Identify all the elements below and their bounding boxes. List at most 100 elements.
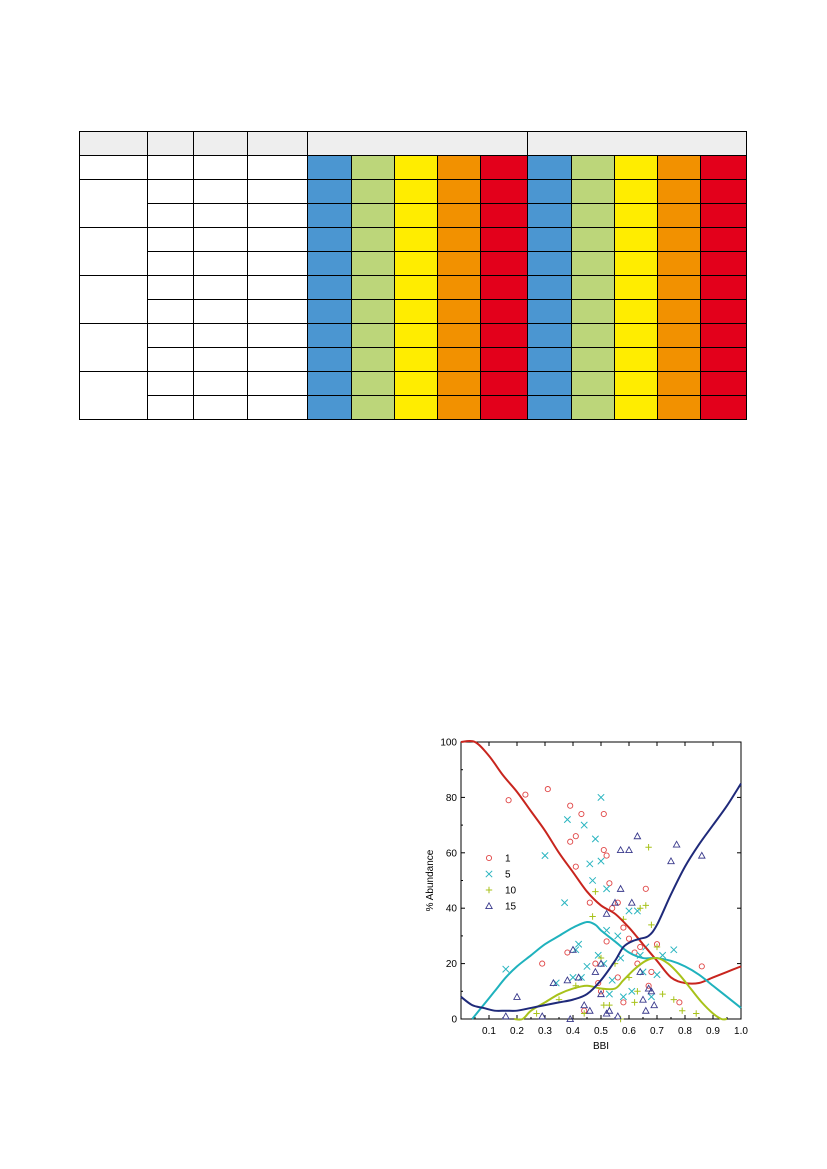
color-cell-yellow <box>394 323 438 348</box>
color-cell-yellow <box>394 371 438 396</box>
label-cell <box>247 323 308 348</box>
label-cell <box>247 155 308 180</box>
color-cell-green <box>571 179 616 204</box>
color-cell-orange <box>657 371 702 396</box>
color-cell-yellow <box>614 275 659 300</box>
label-cell <box>147 227 194 252</box>
color-cell-red <box>479 251 529 276</box>
data-point-series-15 <box>611 898 619 906</box>
data-point-series-1 <box>595 979 602 987</box>
label-cell <box>247 227 308 252</box>
color-cell-red <box>700 347 748 372</box>
trend-line-series-5 <box>471 920 742 1020</box>
color-cell-blue <box>527 347 573 372</box>
data-point-series-1 <box>625 935 633 942</box>
label-cell <box>193 395 248 420</box>
color-cell-orange <box>657 275 702 300</box>
color-cell-green <box>351 371 395 396</box>
color-cell-orange <box>657 155 702 180</box>
data-point-series-5 <box>594 951 602 959</box>
data-point-series-1 <box>603 852 610 859</box>
data-point-series-1 <box>648 968 655 975</box>
data-point-series-5 <box>563 816 571 824</box>
data-point-series-1 <box>586 899 593 906</box>
data-point-series-10 <box>533 1010 540 1017</box>
data-point-series-1 <box>544 786 551 793</box>
label-cell <box>147 395 194 420</box>
color-cell-yellow <box>394 179 438 204</box>
color-cell-blue <box>527 371 573 396</box>
color-cell-yellow <box>614 395 659 420</box>
data-point-series-1 <box>539 960 546 967</box>
color-cell-red <box>700 179 748 204</box>
color-cell-green <box>351 251 395 276</box>
data-point-series-10 <box>642 902 649 909</box>
color-cell-blue <box>527 275 573 300</box>
data-point-series-10 <box>648 921 655 929</box>
color-cell-orange <box>437 179 481 204</box>
data-point-series-15 <box>501 1012 510 1020</box>
color-cell-orange <box>437 155 481 180</box>
color-cell-yellow <box>614 371 659 396</box>
color-cell-orange <box>437 395 481 420</box>
data-point-series-5 <box>597 793 605 801</box>
color-cell-yellow <box>614 347 659 372</box>
color-cell-blue <box>527 395 573 420</box>
data-point-series-10 <box>693 1010 700 1017</box>
color-grid-table <box>79 131 748 420</box>
label-cell <box>247 275 308 300</box>
color-cell-blue <box>307 299 352 324</box>
data-point-series-15 <box>585 1006 594 1014</box>
data-point-series-5 <box>597 857 605 865</box>
label-cell <box>147 179 194 204</box>
label-cell <box>147 347 194 372</box>
data-point-series-10 <box>653 943 661 951</box>
data-point-series-15 <box>647 987 656 995</box>
legend-label-1: 1 <box>505 854 511 865</box>
color-cell-yellow <box>394 299 438 324</box>
data-point-series-5 <box>575 940 583 948</box>
color-cell-yellow <box>614 323 659 348</box>
color-cell-yellow <box>614 227 659 252</box>
color-cell-orange <box>657 203 702 228</box>
label-cell <box>79 155 148 180</box>
data-point-series-15 <box>605 1006 614 1014</box>
color-cell-orange <box>437 203 481 228</box>
label-cell <box>247 203 308 228</box>
table-row <box>79 227 748 276</box>
color-cell-blue <box>527 299 573 324</box>
header-cell <box>147 131 194 156</box>
label-cell <box>247 179 308 204</box>
y-tick-label: 40 <box>446 904 458 915</box>
table-header-row <box>79 131 748 156</box>
legend-marker-15 <box>485 901 493 910</box>
color-cell-green <box>351 203 395 228</box>
label-cell <box>193 275 248 300</box>
color-cell-yellow <box>614 179 659 204</box>
label-cell <box>147 299 194 324</box>
table-row <box>79 179 748 228</box>
label-cell <box>147 371 194 396</box>
data-point-series-15 <box>513 992 521 1000</box>
data-point-series-15 <box>667 856 675 865</box>
table-row <box>79 371 748 420</box>
color-cell-blue <box>527 155 573 180</box>
y-tick-label: 0 <box>451 1015 457 1026</box>
data-point-series-5 <box>659 951 667 959</box>
data-point-series-15 <box>636 967 645 975</box>
color-cell-green <box>571 227 616 252</box>
data-point-series-10 <box>634 988 641 995</box>
label-cell <box>147 323 194 348</box>
data-point-series-15 <box>597 989 605 998</box>
color-cell-red <box>479 395 529 420</box>
label-cell <box>193 251 248 276</box>
legend-marker-10 <box>485 886 493 894</box>
color-cell-blue <box>527 251 573 276</box>
data-point-series-10 <box>659 990 666 998</box>
x-tick-label: 0.1 <box>482 1026 496 1037</box>
data-point-series-5 <box>541 852 549 860</box>
data-point-series-1 <box>603 938 610 945</box>
group-label-cell <box>79 371 148 420</box>
color-cell-yellow <box>394 227 438 252</box>
color-cell-green <box>351 347 395 372</box>
